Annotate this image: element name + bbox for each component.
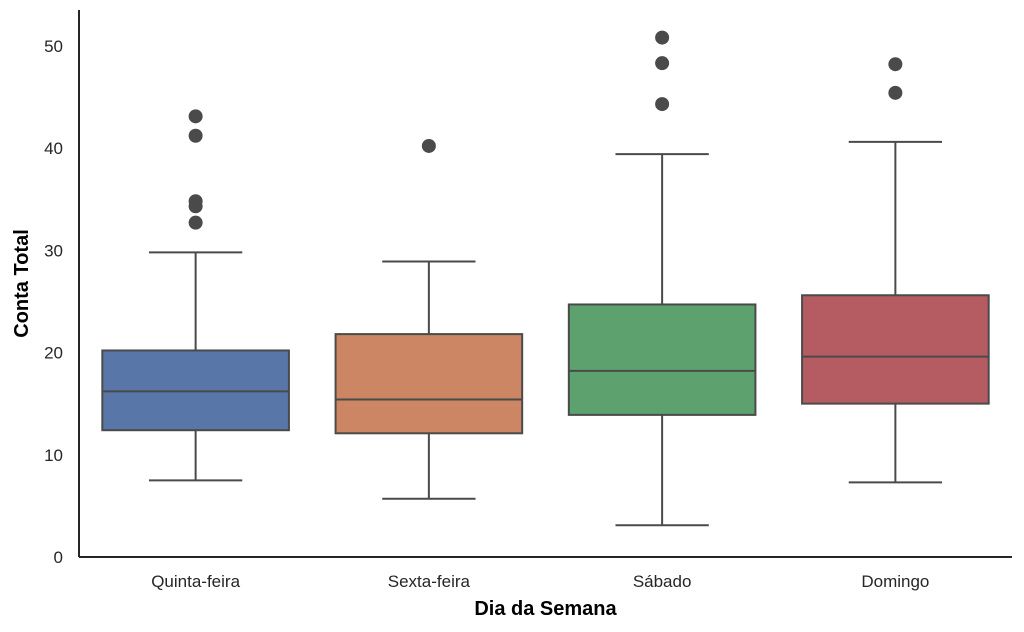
- box-iqr: [101, 349, 290, 432]
- y-tick-label: 50: [44, 37, 63, 56]
- outlier-point: [421, 138, 436, 153]
- outlier-point: [188, 194, 203, 209]
- outlier-point: [655, 97, 670, 112]
- x-tick-label: Quinta-feira: [151, 572, 240, 591]
- y-tick-labels: 0 10 20 30 40 50: [44, 37, 63, 567]
- outlier-point: [188, 215, 203, 230]
- box-group: [801, 57, 990, 484]
- outlier-point: [188, 109, 203, 124]
- y-tick-label: 20: [44, 344, 63, 363]
- box-iqr: [567, 303, 757, 416]
- y-axis-title: Conta Total: [11, 229, 33, 338]
- box-group: [101, 109, 290, 482]
- x-tick-labels: Quinta-feira Sexta-feira Sábado Domingo: [151, 572, 929, 591]
- outlier-point: [888, 85, 903, 100]
- x-axis-title: Dia da Semana: [474, 598, 617, 620]
- boxes-layer: [101, 30, 990, 527]
- y-tick-label: 10: [44, 446, 63, 465]
- x-tick-label: Domingo: [861, 572, 929, 591]
- x-tick-label: Sexta-feira: [388, 572, 471, 591]
- outlier-point: [188, 128, 203, 143]
- box-iqr: [334, 333, 524, 435]
- y-tick-label: 0: [54, 548, 63, 567]
- axes-layer: [78, 10, 1012, 558]
- x-tick-label: Sábado: [633, 572, 692, 591]
- outlier-point: [655, 30, 670, 45]
- outlier-point: [888, 57, 903, 72]
- box-group: [334, 138, 524, 500]
- y-tick-label: 30: [44, 241, 63, 260]
- box-iqr: [801, 294, 990, 405]
- box-group: [567, 30, 757, 527]
- y-tick-label: 40: [44, 139, 63, 158]
- outlier-point: [655, 56, 670, 71]
